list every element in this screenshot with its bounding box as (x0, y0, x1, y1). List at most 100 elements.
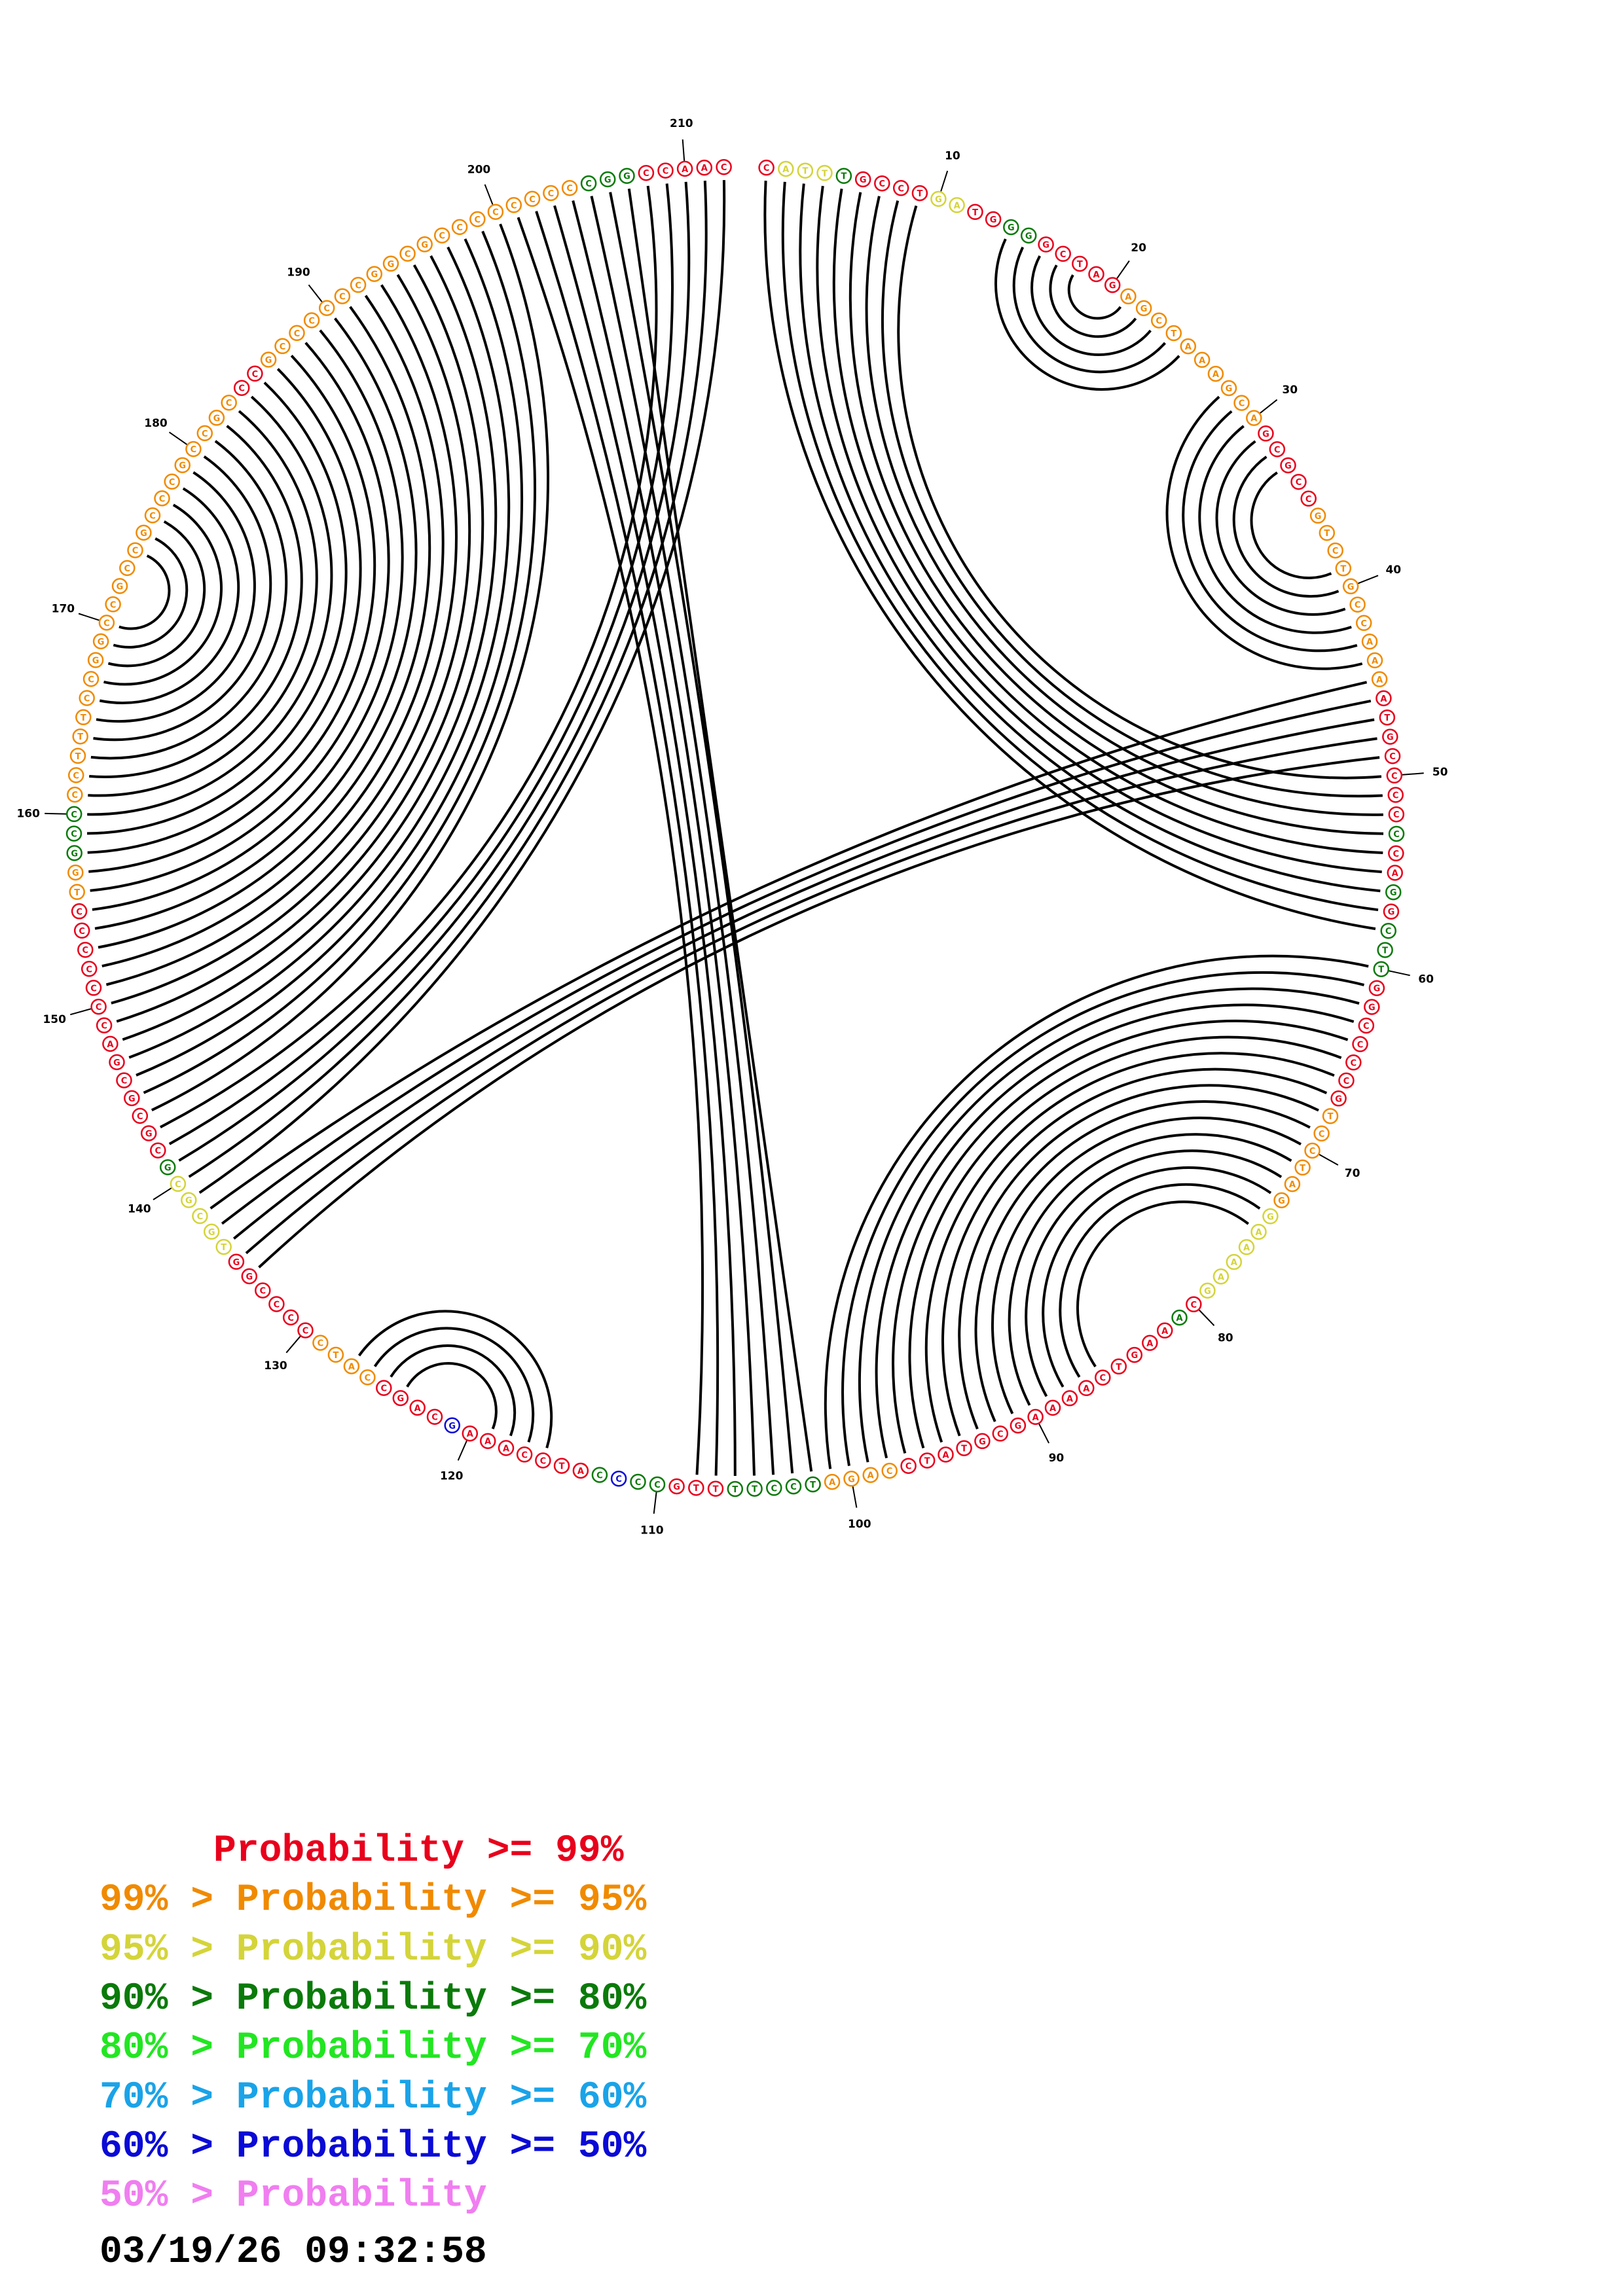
base-pair-arc (101, 295, 445, 968)
base-pair-arc (406, 1362, 498, 1429)
nucleotide: G (843, 1471, 860, 1487)
nucleotide-letter: C (1351, 1058, 1357, 1068)
nucleotide: G (668, 1478, 685, 1495)
nucleotide: G (67, 864, 84, 881)
nucleotide-letter: C (596, 1471, 603, 1481)
nucleotide-circle (1376, 690, 1392, 707)
nucleotide-circle (1120, 288, 1137, 305)
nucleotide: G (1382, 728, 1398, 745)
nucleotide-letter: G (233, 1258, 240, 1268)
base-pair-arc (1067, 274, 1122, 320)
nucleotide-circle (1233, 395, 1250, 411)
legend-entry-p90: 95% > Probability >= 90% (100, 1929, 647, 1971)
nucleotide: C (610, 1470, 627, 1487)
nucleotide-letter: G (623, 172, 630, 182)
nucleotide-letter: A (1083, 1384, 1089, 1394)
nucleotide-circle (949, 197, 965, 213)
nucleotide-circle (785, 1478, 802, 1495)
nucleotide-letter: C (287, 1314, 294, 1323)
nucleotide-circle (805, 1476, 821, 1493)
nucleotide-circle (1313, 1125, 1330, 1142)
nucleotide-circle (174, 457, 191, 473)
nucleotide-letter: A (829, 1478, 835, 1488)
position-label: 170 (52, 603, 75, 616)
nucleotide-letter: A (503, 1444, 509, 1454)
nucleotide-circle (843, 1471, 860, 1487)
nucleotide-circle (1246, 410, 1262, 426)
nucleotide-circle (228, 1253, 245, 1270)
nucleotide-circle (778, 160, 794, 177)
nucleotide: G (136, 524, 152, 541)
nucleotide-circle (1373, 961, 1389, 977)
nucleotide-letter: C (439, 232, 445, 242)
nucleotide-letter: G (145, 1130, 153, 1139)
nucleotide-circle (758, 159, 775, 176)
nucleotide-circle (154, 490, 170, 507)
nucleotide: G (1020, 227, 1037, 244)
nucleotide-letter: C (763, 164, 770, 173)
nucleotide-circle (1020, 227, 1037, 244)
nucleotide: G (1199, 1282, 1216, 1299)
position-tick (1389, 970, 1410, 977)
nucleotide: A (1250, 1223, 1267, 1240)
nucleotide-letter: C (197, 1212, 204, 1222)
nucleotide-circle (72, 728, 88, 745)
nucleotide: G (392, 1390, 409, 1407)
nucleotide-letter: C (226, 399, 232, 408)
legend-entry-p70: 80% > Probability >= 70% (100, 2027, 647, 2070)
nucleotide-letter: C (323, 304, 330, 314)
nucleotide: T (1319, 524, 1336, 541)
base-pair-arc (136, 238, 524, 1077)
nucleotide-letter: G (1285, 461, 1292, 471)
base-pair-arc (98, 306, 431, 949)
position-label: 210 (670, 117, 693, 130)
nucleotide-letter: G (128, 1094, 136, 1104)
nucleotide-letter: C (1391, 772, 1398, 781)
nucleotide: A (696, 159, 713, 176)
nucleotide: C (1186, 1296, 1202, 1313)
nucleotide-circle (247, 365, 263, 382)
nucleotide-letter: G (92, 656, 100, 666)
nucleotide: C (516, 1446, 533, 1463)
nucleotide-circle (938, 1446, 954, 1463)
nucleotide: G (1038, 236, 1054, 253)
nucleotide: G (1364, 999, 1380, 1015)
base-pair-arc (373, 1327, 535, 1443)
nucleotide: C (82, 671, 100, 687)
nucleotide: C (154, 490, 170, 507)
nucleotide-circle (1226, 1253, 1243, 1270)
nucleotide-circle (1383, 903, 1400, 920)
nucleotide-circle (392, 1390, 409, 1407)
nucleotide: C (1384, 747, 1401, 764)
nucleotide-letter: T (559, 1462, 565, 1472)
nucleotide-letter: G (1131, 1351, 1138, 1361)
nucleotide-letter: C (1385, 927, 1392, 937)
nucleotide: C (1355, 615, 1372, 632)
nucleotide-letter: T (802, 167, 808, 177)
nucleotide: T (69, 884, 85, 901)
position-tick (1038, 1424, 1049, 1444)
nucleotide-circle (150, 1142, 166, 1158)
nucleotide-circle (1095, 1369, 1111, 1386)
base-pair-arc (88, 410, 318, 797)
nucleotide-circle (127, 542, 143, 558)
position-tick (70, 1008, 92, 1016)
nucleotide: G (1126, 1346, 1143, 1363)
nucleotide-letter: G (1347, 583, 1355, 592)
nucleotide-circle (303, 312, 320, 329)
nucleotide: C (1290, 473, 1307, 490)
nucleotide-letter: T (917, 189, 922, 199)
nucleotide: A (1142, 1335, 1158, 1352)
nucleotide: C (1338, 1072, 1355, 1089)
nucleotide-circle (1142, 1335, 1158, 1352)
nucleotide-circle (535, 1452, 551, 1469)
base-pair-arc (816, 185, 1382, 874)
nucleotide-letter: C (274, 1300, 280, 1310)
nucleotide: C (1233, 395, 1250, 411)
nucleotide-circle (1258, 425, 1274, 442)
nucleotide: C (67, 767, 84, 783)
position-label: 110 (640, 1524, 664, 1537)
nucleotide: A (572, 1462, 589, 1479)
nucleotide: C (196, 425, 213, 442)
nucleotide-circle (746, 1480, 763, 1497)
